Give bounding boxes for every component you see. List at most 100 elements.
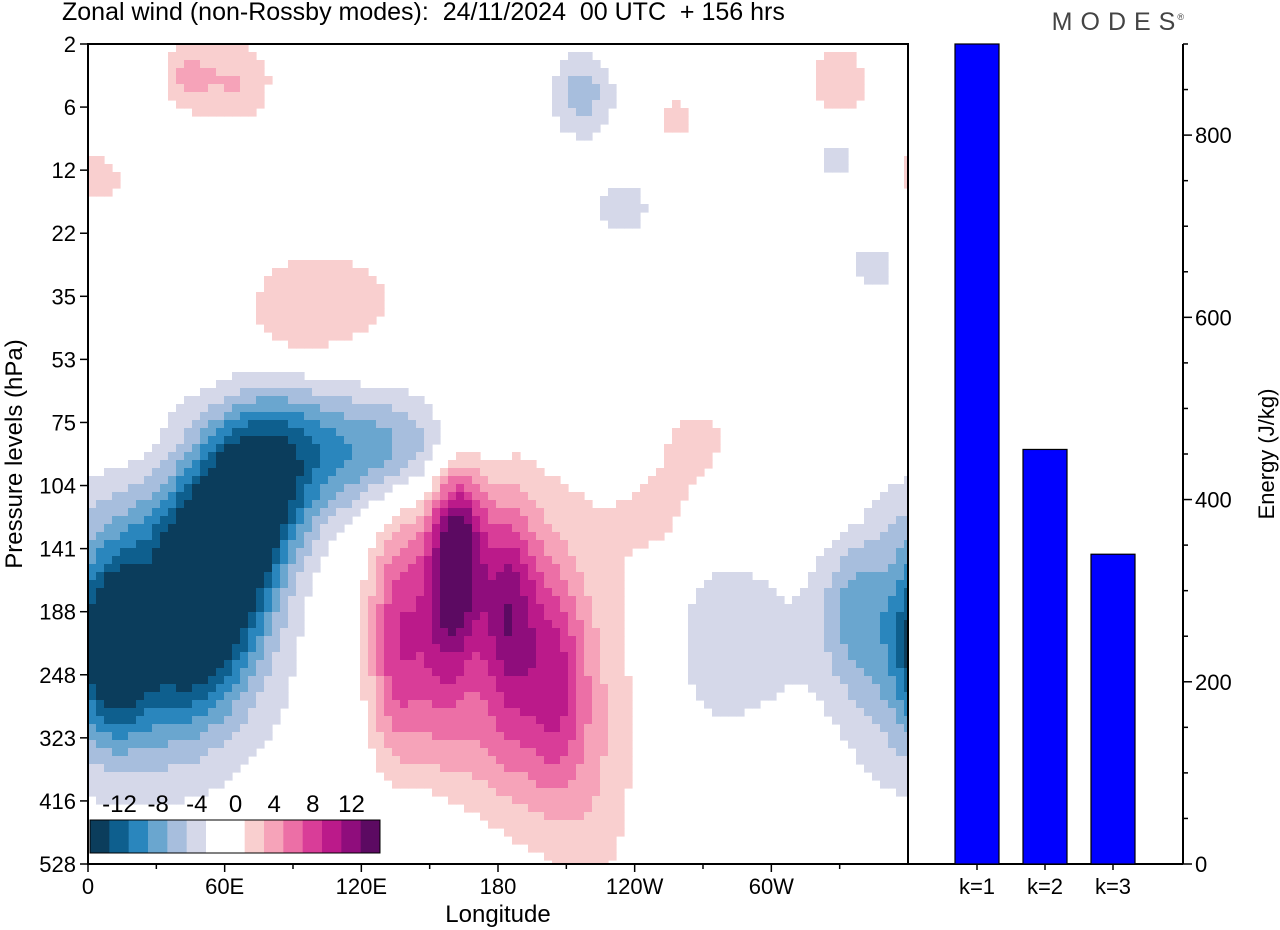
y-tick-label: 35	[52, 284, 76, 309]
heatmap-cell	[888, 668, 897, 677]
heatmap-cell	[560, 692, 569, 701]
heatmap-cell	[320, 404, 329, 413]
heatmap-cell	[528, 492, 537, 501]
heatmap-cell	[488, 524, 497, 533]
heatmap-cell	[472, 572, 481, 581]
heatmap-cell	[192, 84, 201, 93]
heatmap-cell	[216, 52, 225, 61]
heatmap-cell	[112, 180, 121, 189]
heatmap-cell	[600, 636, 609, 645]
heatmap-cell	[584, 116, 593, 125]
heatmap-cell	[160, 532, 169, 541]
heatmap-cell	[480, 492, 489, 501]
heatmap-cell	[288, 572, 297, 581]
heatmap-cell	[320, 452, 329, 461]
heatmap-cell	[184, 572, 193, 581]
heatmap-cell	[280, 644, 289, 653]
heatmap-cell	[456, 532, 465, 541]
heatmap-cell	[264, 644, 273, 653]
heatmap-cell	[208, 564, 217, 573]
heatmap-cell	[336, 300, 345, 309]
heatmap-cell	[400, 692, 409, 701]
heatmap-cell	[536, 732, 545, 741]
heatmap-cell	[400, 716, 409, 725]
heatmap-cell	[408, 508, 417, 517]
heatmap-cell	[288, 596, 297, 605]
heatmap-cell	[336, 276, 345, 285]
heatmap-cell	[392, 604, 401, 613]
heatmap-cell	[376, 628, 385, 637]
heatmap-cell	[176, 756, 185, 765]
heatmap-cell	[552, 636, 561, 645]
heatmap-cell	[432, 764, 441, 773]
heatmap-cell	[336, 524, 345, 533]
heatmap-cell	[432, 756, 441, 765]
heatmap-cell	[776, 652, 785, 661]
heatmap-cell	[512, 692, 521, 701]
heatmap-cell	[160, 580, 169, 589]
heatmap-cell	[184, 700, 193, 709]
heatmap-cell	[280, 692, 289, 701]
heatmap-cell	[488, 484, 497, 493]
heatmap-cell	[512, 660, 521, 669]
heatmap-cell	[768, 628, 777, 637]
heatmap-cell	[696, 444, 705, 453]
heatmap-cell	[144, 604, 153, 613]
heatmap-cell	[120, 484, 129, 493]
heatmap-cell	[296, 452, 305, 461]
heatmap-cell	[688, 612, 697, 621]
heatmap-cell	[88, 604, 97, 613]
heatmap-cell	[400, 436, 409, 445]
heatmap-cell	[144, 620, 153, 629]
heatmap-cell	[208, 516, 217, 525]
heatmap-cell	[400, 532, 409, 541]
heatmap-cell	[240, 76, 249, 85]
heatmap-cell	[520, 756, 529, 765]
heatmap-cell	[592, 676, 601, 685]
heatmap-cell	[520, 604, 529, 613]
heatmap-cell	[528, 716, 537, 725]
heatmap-cell	[536, 484, 545, 493]
heatmap-cell	[192, 748, 201, 757]
heatmap-cell	[144, 652, 153, 661]
heatmap-cell	[368, 300, 377, 309]
heatmap-cell	[880, 780, 889, 789]
heatmap-cell	[88, 540, 97, 549]
heatmap-cell	[296, 628, 305, 637]
heatmap-cell	[480, 692, 489, 701]
heatmap-cell	[472, 476, 481, 485]
heatmap-cells	[88, 44, 908, 864]
heatmap-cell	[496, 684, 505, 693]
heatmap-cell	[664, 108, 673, 117]
heatmap-cell	[224, 476, 233, 485]
heatmap-cell	[696, 452, 705, 461]
heatmap-cell	[440, 788, 449, 797]
heatmap-cell	[280, 500, 289, 509]
heatmap-cell	[200, 764, 209, 773]
heatmap-cell	[904, 580, 908, 589]
heatmap-cell	[384, 692, 393, 701]
heatmap-cell	[224, 628, 233, 637]
heatmap-cell	[144, 692, 153, 701]
energy-bar	[954, 43, 1000, 865]
heatmap-cell	[616, 596, 625, 605]
heatmap-cell	[272, 588, 281, 597]
heatmap-cell	[872, 692, 881, 701]
heatmap-cell	[144, 740, 153, 749]
heatmap-cell	[736, 684, 745, 693]
heatmap-cell	[384, 444, 393, 453]
heatmap-cell	[416, 468, 425, 477]
heatmap-cell	[824, 652, 833, 661]
heatmap-cell	[168, 572, 177, 581]
heatmap-cell	[752, 612, 761, 621]
heatmap-cell	[136, 524, 145, 533]
heatmap-cell	[840, 548, 849, 557]
heatmap-cell	[520, 772, 529, 781]
heatmap-cell	[176, 76, 185, 85]
heatmap-cell	[768, 588, 777, 597]
heatmap-cell	[576, 516, 585, 525]
heatmap-cell	[368, 564, 377, 573]
heatmap-cell	[456, 724, 465, 733]
heatmap-cell	[856, 628, 865, 637]
heatmap-cell	[112, 500, 121, 509]
